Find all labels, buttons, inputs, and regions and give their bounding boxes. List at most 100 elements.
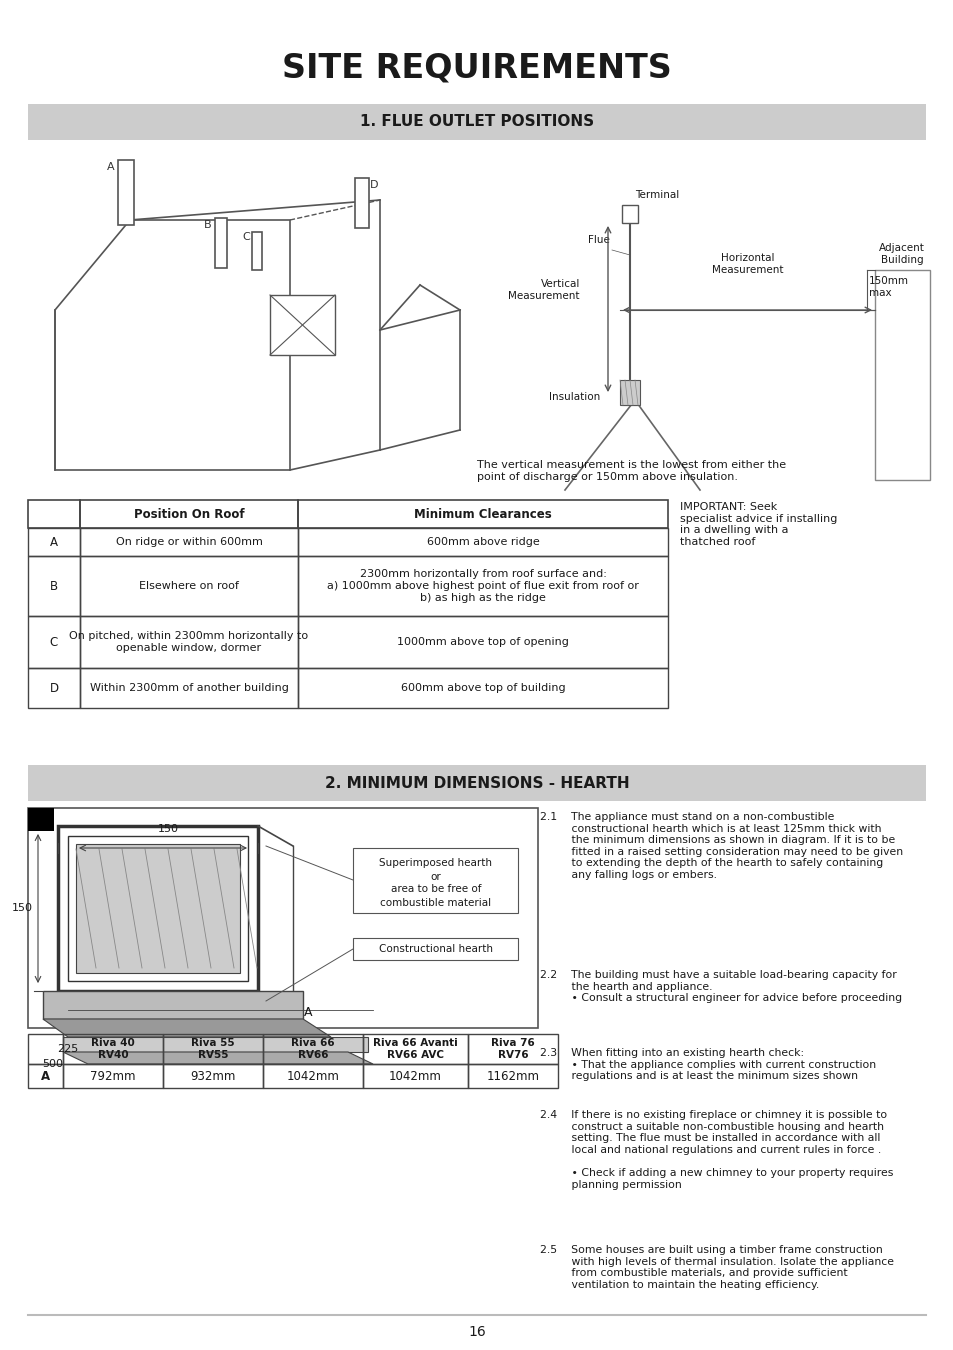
- Bar: [63, 1034, 163, 1064]
- Text: Constructional hearth: Constructional hearth: [378, 944, 493, 954]
- Bar: [76, 844, 240, 973]
- Text: Horizontal
Measurement: Horizontal Measurement: [712, 254, 783, 275]
- Bar: [214, 217, 227, 269]
- Bar: [619, 379, 639, 405]
- Bar: [63, 1064, 163, 1088]
- Bar: [621, 390, 638, 405]
- Bar: [621, 205, 638, 223]
- Text: D: D: [50, 682, 58, 694]
- Text: Riva 40
RV40: Riva 40 RV40: [91, 1038, 134, 1060]
- Text: 600mm above ridge: 600mm above ridge: [426, 537, 538, 547]
- Text: On pitched, within 2300mm horizontally to
openable window, dormer: On pitched, within 2300mm horizontally t…: [70, 632, 308, 653]
- Text: C: C: [50, 636, 58, 648]
- Text: combustible material: combustible material: [380, 898, 491, 909]
- Text: area to be free of: area to be free of: [391, 884, 480, 894]
- Bar: [353, 848, 517, 913]
- Text: Riva 66 Avanti
RV66 AVC: Riva 66 Avanti RV66 AVC: [373, 1038, 457, 1060]
- Bar: [28, 1034, 63, 1064]
- Bar: [363, 1064, 468, 1088]
- Text: 1000mm above top of opening: 1000mm above top of opening: [396, 637, 568, 647]
- Text: 150mm
max: 150mm max: [868, 277, 908, 298]
- Text: A: A: [50, 536, 58, 548]
- Polygon shape: [43, 1019, 331, 1037]
- Bar: [28, 556, 80, 616]
- Text: 2.5    Some houses are built using a timber frame construction
         with hig: 2.5 Some houses are built using a timber…: [539, 1245, 893, 1289]
- Bar: [28, 668, 80, 707]
- Bar: [263, 1064, 363, 1088]
- Bar: [28, 528, 80, 556]
- Text: Minimum Clearances: Minimum Clearances: [414, 508, 551, 521]
- Bar: [297, 528, 667, 556]
- Bar: [80, 668, 297, 707]
- Text: B: B: [50, 579, 58, 593]
- Text: 792mm: 792mm: [91, 1069, 135, 1083]
- Bar: [80, 616, 297, 668]
- Bar: [353, 938, 517, 960]
- Polygon shape: [55, 220, 290, 470]
- Bar: [468, 1064, 558, 1088]
- Bar: [80, 500, 297, 528]
- Text: Riva 55
RV55: Riva 55 RV55: [191, 1038, 234, 1060]
- Text: B: B: [204, 220, 212, 230]
- Text: 150: 150: [12, 903, 33, 913]
- Text: A: A: [303, 1006, 312, 1018]
- Text: 16: 16: [468, 1324, 485, 1339]
- Bar: [28, 1064, 63, 1088]
- Bar: [163, 1034, 263, 1064]
- Bar: [28, 616, 80, 668]
- Text: D: D: [370, 180, 378, 190]
- Text: or: or: [430, 872, 441, 882]
- Text: Vertical
Measurement: Vertical Measurement: [508, 279, 579, 301]
- Text: 1: 1: [36, 813, 46, 825]
- Text: IMPORTANT: Seek
specialist advice if installing
in a dwelling with a
thatched ro: IMPORTANT: Seek specialist advice if ins…: [679, 502, 837, 547]
- Text: 2300mm horizontally from roof surface and:
a) 1000mm above highest point of flue: 2300mm horizontally from roof surface an…: [327, 570, 639, 602]
- Text: 1162mm: 1162mm: [486, 1069, 539, 1083]
- Bar: [297, 616, 667, 668]
- Text: On ridge or within 600mm: On ridge or within 600mm: [115, 537, 262, 547]
- Bar: [270, 296, 335, 355]
- Text: Adjacent
Building: Adjacent Building: [878, 243, 924, 265]
- Bar: [28, 809, 54, 832]
- Text: 2.2    The building must have a suitable load-bearing capacity for
         the : 2.2 The building must have a suitable lo…: [539, 971, 902, 1003]
- Bar: [468, 1034, 558, 1064]
- Text: 2.1    The appliance must stand on a non-combustible
         constructional hea: 2.1 The appliance must stand on a non-co…: [539, 811, 902, 880]
- Text: Terminal: Terminal: [635, 190, 679, 200]
- Text: 2. MINIMUM DIMENSIONS - HEARTH: 2. MINIMUM DIMENSIONS - HEARTH: [324, 775, 629, 791]
- Text: Flue: Flue: [587, 235, 609, 244]
- Text: 2.4    If there is no existing fireplace or chimney it is possible to
         c: 2.4 If there is no existing fireplace or…: [539, 1110, 892, 1189]
- Text: Superimposed hearth: Superimposed hearth: [379, 859, 492, 868]
- Text: C: C: [242, 232, 250, 242]
- Bar: [28, 104, 925, 140]
- Bar: [363, 1034, 468, 1064]
- Bar: [68, 836, 248, 981]
- Text: 600mm above top of building: 600mm above top of building: [400, 683, 565, 693]
- Bar: [28, 809, 537, 1027]
- Text: Within 2300mm of another building: Within 2300mm of another building: [90, 683, 288, 693]
- Text: Riva 76
RV76: Riva 76 RV76: [491, 1038, 535, 1060]
- Bar: [297, 556, 667, 616]
- Text: A: A: [41, 1069, 50, 1083]
- Bar: [118, 161, 133, 225]
- Bar: [28, 765, 925, 801]
- Bar: [163, 1064, 263, 1088]
- Text: Riva 66
RV66: Riva 66 RV66: [291, 1038, 335, 1060]
- Text: The vertical measurement is the lowest from either the
point of discharge or 150: The vertical measurement is the lowest f…: [476, 460, 785, 482]
- Text: 2.3    When fitting into an existing hearth check:
         • That the appliance: 2.3 When fitting into an existing hearth…: [539, 1048, 875, 1081]
- Bar: [58, 826, 257, 991]
- Bar: [297, 500, 667, 528]
- Bar: [297, 668, 667, 707]
- Bar: [80, 556, 297, 616]
- Text: 1042mm: 1042mm: [286, 1069, 339, 1083]
- Text: Elsewhere on roof: Elsewhere on roof: [139, 580, 238, 591]
- Bar: [874, 270, 929, 481]
- Text: SITE REQUIREMENTS: SITE REQUIREMENTS: [282, 51, 671, 85]
- Bar: [28, 500, 80, 528]
- Bar: [63, 1037, 368, 1052]
- Text: 150: 150: [157, 824, 178, 834]
- Bar: [263, 1034, 363, 1064]
- Text: Insulation: Insulation: [548, 392, 599, 402]
- Bar: [355, 178, 369, 228]
- Text: 1042mm: 1042mm: [389, 1069, 441, 1083]
- Text: Position On Roof: Position On Roof: [133, 508, 244, 521]
- Text: 500: 500: [43, 1058, 64, 1069]
